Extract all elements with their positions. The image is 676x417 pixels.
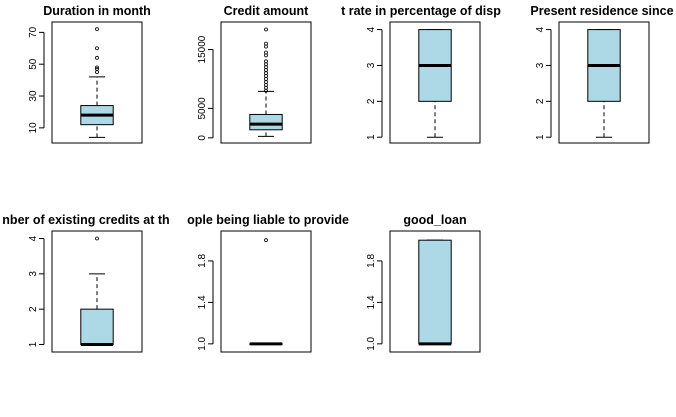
y-tick-label: 4	[366, 26, 377, 32]
outlier-point	[95, 55, 99, 60]
chart-title: Duration in month	[43, 4, 151, 18]
outlier-point	[264, 41, 268, 46]
plot-frame	[389, 230, 481, 353]
iqr-box	[418, 239, 452, 345]
plot-frame	[220, 230, 312, 353]
y-tick-label: 1.0	[366, 336, 377, 350]
boxplot-panel: ople being liable to provide 1.0 1.4 1.8	[187, 213, 349, 353]
y-tick-label: 2	[28, 306, 39, 312]
iqr-box	[249, 113, 283, 131]
outlier-point	[95, 67, 99, 71]
y-tick-label: 15000	[197, 35, 208, 63]
chart-title: good_loan	[403, 213, 466, 227]
outlier-point	[264, 27, 268, 32]
y-tick-label: 3	[366, 62, 377, 68]
outlier-point	[264, 50, 268, 55]
y-tick-label: 3	[28, 271, 39, 277]
boxplot-panel: Duration in month 10 30 50 70	[28, 4, 151, 144]
y-tick-label: 0	[197, 135, 208, 141]
plot-frame	[558, 21, 650, 144]
boxplot-panel: nber of existing credits at th 1 2 3 4	[2, 213, 170, 353]
boxplot-panel: Present residence since 1 2 3 4	[530, 4, 674, 144]
outlier-point	[95, 46, 99, 51]
y-tick-label: 30	[28, 90, 39, 102]
y-tick-label: 2	[535, 98, 546, 104]
y-tick-label: 1	[366, 134, 377, 140]
chart-title: t rate in percentage of disp	[341, 4, 501, 18]
y-tick-label: 1.8	[366, 254, 377, 268]
chart-title: Present residence since	[530, 4, 673, 18]
y-tick-label: 10	[28, 122, 39, 134]
y-tick-label: 50	[28, 58, 39, 70]
y-tick-label: 70	[28, 26, 39, 38]
plot-frame	[51, 21, 143, 144]
iqr-box	[80, 308, 114, 345]
outlier-point	[95, 27, 99, 32]
y-tick-label: 1	[28, 341, 39, 347]
boxplot-panel: Credit amount 0 5000 15000	[197, 4, 312, 144]
y-tick-label: 2	[366, 98, 377, 104]
chart-title: nber of existing credits at th	[2, 213, 169, 227]
boxplot-panel: good_loan 1.0 1.4 1.8	[366, 213, 481, 353]
y-tick-label: 3	[535, 62, 546, 68]
outlier-point	[264, 238, 268, 243]
y-tick-label: 1.4	[197, 295, 208, 309]
plot-frame	[51, 230, 143, 353]
outlier-point	[95, 236, 99, 241]
y-tick-label: 5000	[197, 97, 208, 120]
y-tick-label: 1.4	[366, 295, 377, 309]
y-tick-label: 1.8	[197, 254, 208, 268]
outlier-point	[95, 70, 99, 75]
outlier-point	[95, 65, 99, 70]
chart-title: Credit amount	[224, 4, 310, 18]
plot-frame	[389, 21, 481, 144]
y-tick-label: 1.0	[197, 336, 208, 350]
y-tick-label: 4	[535, 26, 546, 32]
outlier-point	[264, 59, 268, 64]
plot-frame	[220, 21, 312, 144]
y-tick-label: 1	[535, 134, 546, 140]
chart-title: ople being liable to provide	[187, 213, 349, 227]
boxplot-panel: t rate in percentage of disp 1 2 3 4	[341, 4, 501, 144]
y-tick-label: 4	[28, 235, 39, 241]
